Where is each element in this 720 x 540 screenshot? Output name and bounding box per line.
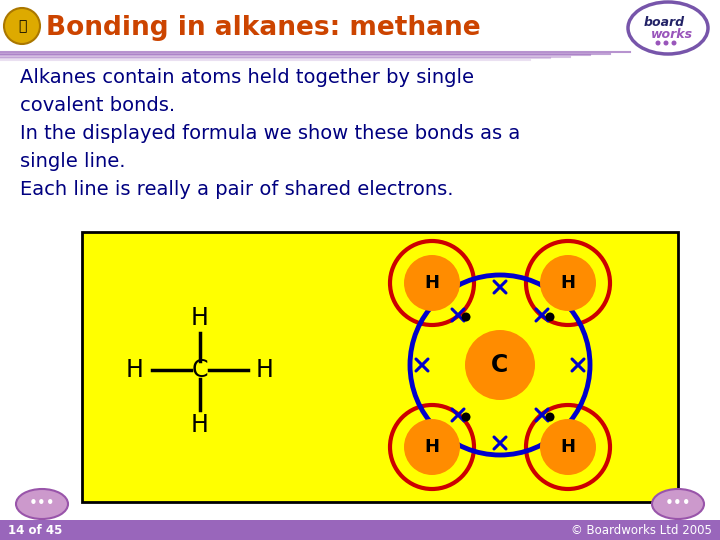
Circle shape [465, 330, 535, 400]
Text: •••: ••• [665, 496, 691, 511]
Text: covalent bonds.: covalent bonds. [20, 96, 175, 115]
Text: C: C [192, 358, 208, 382]
Text: board: board [644, 16, 685, 29]
Text: H: H [425, 274, 439, 292]
Ellipse shape [652, 489, 704, 519]
Text: H: H [560, 274, 575, 292]
Bar [0, 0, 720, 52]
Circle shape [672, 40, 677, 45]
Ellipse shape [628, 2, 708, 54]
Text: H: H [256, 358, 274, 382]
Circle shape [393, 244, 471, 322]
Text: H: H [560, 438, 575, 456]
Text: single line.: single line. [20, 152, 125, 171]
Ellipse shape [16, 489, 68, 519]
Text: 14 of 45: 14 of 45 [8, 523, 63, 537]
Text: 🌍: 🌍 [18, 19, 26, 33]
Text: works: works [651, 28, 693, 40]
Circle shape [462, 413, 470, 422]
Circle shape [404, 255, 460, 311]
Text: In the displayed formula we show these bonds as a: In the displayed formula we show these b… [20, 124, 521, 143]
Circle shape [546, 413, 554, 422]
Text: C: C [491, 353, 508, 377]
Circle shape [540, 255, 596, 311]
Circle shape [404, 419, 460, 475]
Text: © Boardworks Ltd 2005: © Boardworks Ltd 2005 [571, 523, 712, 537]
Text: Bonding in alkanes: methane: Bonding in alkanes: methane [46, 15, 481, 41]
Text: Alkanes contain atoms held together by single: Alkanes contain atoms held together by s… [20, 68, 474, 87]
Text: •••: ••• [29, 496, 55, 511]
Text: H: H [126, 358, 144, 382]
Circle shape [664, 40, 668, 45]
Text: Each line is really a pair of shared electrons.: Each line is really a pair of shared ele… [20, 180, 454, 199]
Circle shape [4, 8, 40, 44]
Circle shape [540, 419, 596, 475]
Text: H: H [191, 306, 209, 330]
Text: H: H [191, 413, 209, 437]
Circle shape [462, 313, 470, 321]
Bar [82, 232, 678, 502]
Circle shape [529, 408, 607, 486]
Text: H: H [425, 438, 439, 456]
Circle shape [529, 244, 607, 322]
Bar [0, 520, 720, 540]
Circle shape [655, 40, 660, 45]
Circle shape [546, 313, 554, 321]
Circle shape [393, 408, 471, 486]
